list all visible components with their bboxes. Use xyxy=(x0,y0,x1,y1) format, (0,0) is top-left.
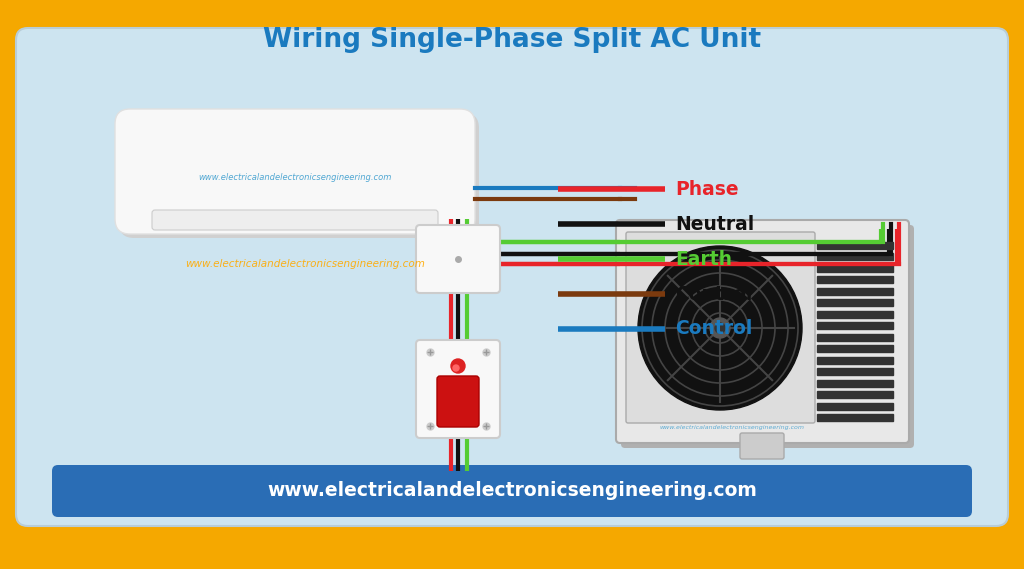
Text: Control: Control xyxy=(675,284,753,303)
FancyBboxPatch shape xyxy=(437,376,479,427)
Polygon shape xyxy=(817,253,893,260)
FancyBboxPatch shape xyxy=(16,28,1008,526)
Polygon shape xyxy=(817,265,893,271)
FancyBboxPatch shape xyxy=(52,465,972,517)
Text: www.electricalandelectronicsengineering.com: www.electricalandelectronicsengineering.… xyxy=(659,424,805,430)
Polygon shape xyxy=(817,311,893,318)
Circle shape xyxy=(710,318,730,338)
FancyBboxPatch shape xyxy=(616,220,909,443)
Polygon shape xyxy=(817,299,893,306)
Text: Neutral: Neutral xyxy=(675,215,755,233)
Text: www.electricalandelectronicsengineering.com: www.electricalandelectronicsengineering.… xyxy=(185,259,425,269)
Text: www.electricalandelectronicsengineering.com: www.electricalandelectronicsengineering.… xyxy=(199,172,392,182)
FancyBboxPatch shape xyxy=(152,210,438,230)
Circle shape xyxy=(451,359,465,373)
Polygon shape xyxy=(817,414,893,421)
Polygon shape xyxy=(817,357,893,364)
FancyBboxPatch shape xyxy=(740,433,784,459)
Text: Earth: Earth xyxy=(675,249,732,269)
FancyBboxPatch shape xyxy=(119,113,479,238)
FancyBboxPatch shape xyxy=(416,225,500,293)
Circle shape xyxy=(715,323,725,333)
FancyBboxPatch shape xyxy=(626,232,815,423)
Text: Wiring Single-Phase Split AC Unit: Wiring Single-Phase Split AC Unit xyxy=(263,27,761,53)
Circle shape xyxy=(638,246,802,410)
Polygon shape xyxy=(817,368,893,375)
FancyBboxPatch shape xyxy=(416,340,500,438)
Polygon shape xyxy=(817,345,893,352)
Polygon shape xyxy=(817,276,893,283)
Polygon shape xyxy=(817,380,893,386)
Polygon shape xyxy=(817,287,893,295)
Polygon shape xyxy=(817,322,893,329)
Polygon shape xyxy=(817,333,893,340)
Text: www.electricalandelectronicsengineering.com: www.electricalandelectronicsengineering.… xyxy=(267,481,757,501)
Polygon shape xyxy=(817,391,893,398)
Circle shape xyxy=(453,365,459,371)
FancyBboxPatch shape xyxy=(115,109,475,234)
FancyBboxPatch shape xyxy=(621,225,914,448)
Text: Control: Control xyxy=(675,320,753,339)
Polygon shape xyxy=(817,241,893,249)
Text: Phase: Phase xyxy=(675,179,738,199)
Polygon shape xyxy=(817,402,893,410)
